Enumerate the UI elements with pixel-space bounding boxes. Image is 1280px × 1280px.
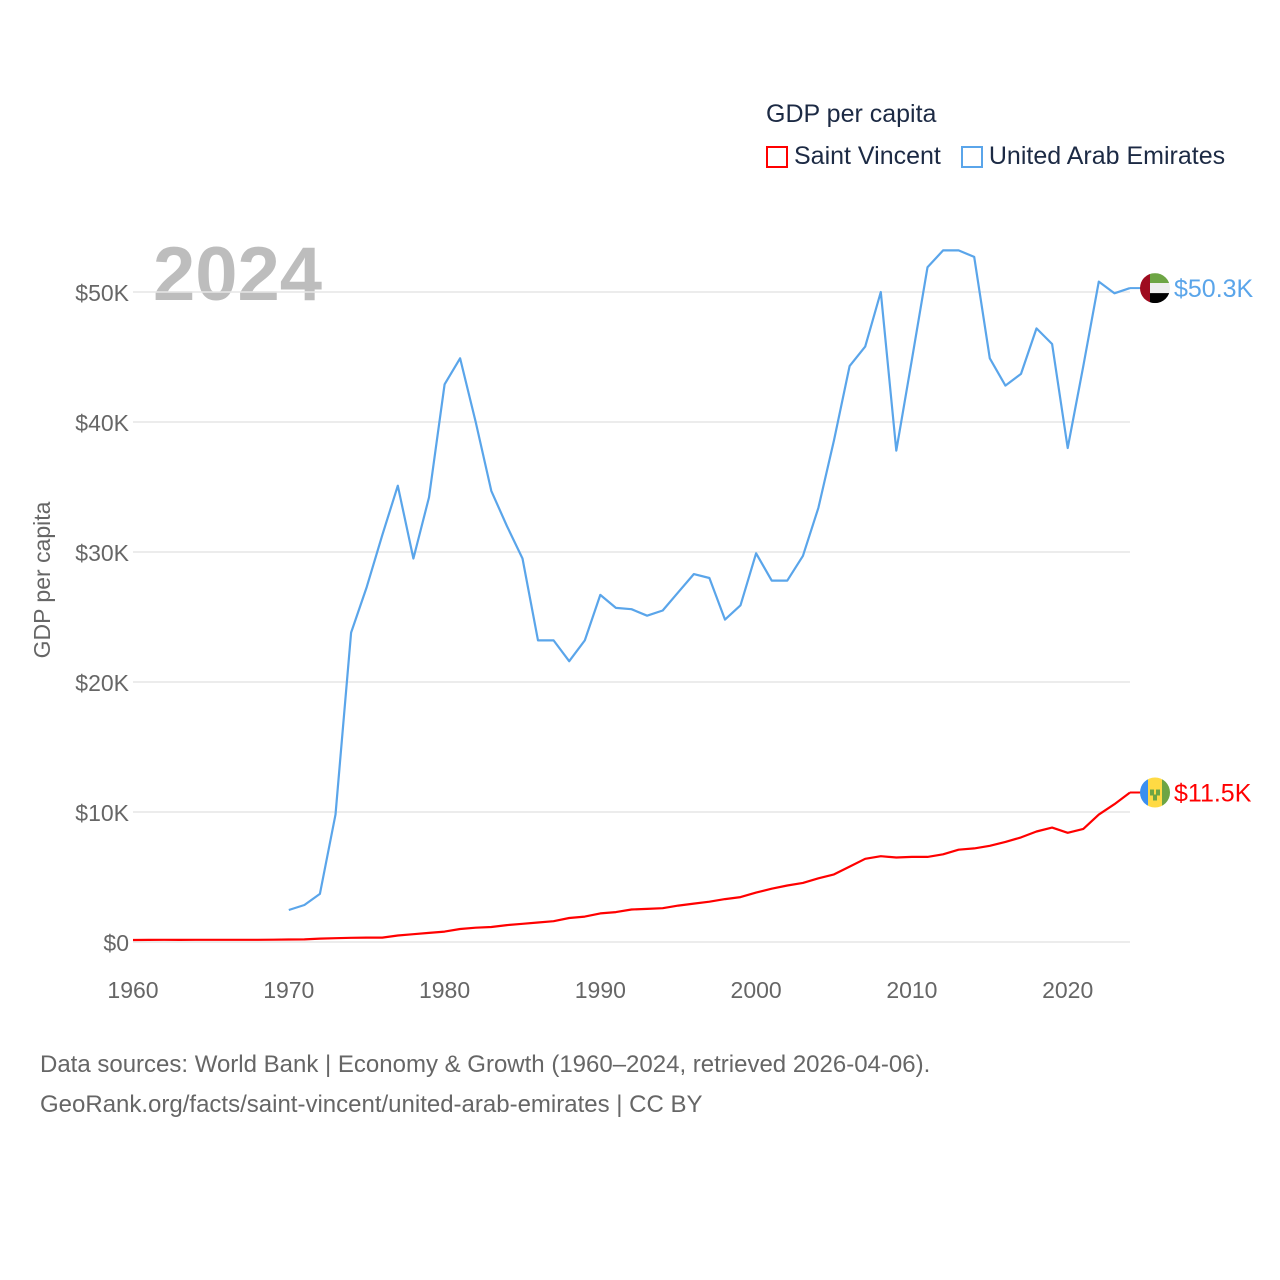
x-tick-label: 1980 bbox=[419, 977, 470, 1003]
legend-swatch-saint-vincent bbox=[766, 145, 788, 168]
legend-item-uae[interactable]: United Arab Emirates bbox=[960, 142, 1226, 171]
y-tick-label: $20K bbox=[75, 670, 129, 696]
x-tick-label: 2020 bbox=[1042, 977, 1093, 1003]
series-line-saint-vincent bbox=[132, 791, 1131, 942]
sources-line-2[interactable]: GeoRank.org/facts/saint-vincent/united-a… bbox=[40, 1091, 703, 1118]
legend-label: Saint Vincent bbox=[794, 142, 941, 170]
saint-vincent-flag-icon bbox=[1140, 777, 1170, 808]
y-tick-label: $30K bbox=[75, 540, 129, 566]
legend: Saint Vincent United Arab Emirates bbox=[766, 142, 1225, 171]
x-tick-label: 1970 bbox=[263, 977, 314, 1003]
y-axis-label: GDP per capita bbox=[29, 501, 55, 658]
y-tick-label: $40K bbox=[75, 410, 129, 436]
x-tick-label: 1990 bbox=[575, 977, 626, 1003]
y-tick-label: $0 bbox=[103, 930, 129, 956]
legend-label: United Arab Emirates bbox=[988, 142, 1226, 170]
y-tick-label: $50K bbox=[75, 280, 129, 306]
x-tick-label: 1960 bbox=[107, 977, 158, 1003]
legend-swatch-uae bbox=[960, 145, 983, 168]
legend-item-saint-vincent[interactable]: Saint Vincent bbox=[766, 142, 941, 171]
end-value-label: $11.5K bbox=[1174, 780, 1252, 808]
year-watermark: 2024 bbox=[153, 232, 322, 317]
y-tick-label: $10K bbox=[75, 800, 129, 826]
legend-title: GDP per capita bbox=[766, 100, 937, 128]
end-value-label: $50.3K bbox=[1174, 275, 1254, 303]
series-line-uae bbox=[288, 249, 1131, 912]
data-sources: Data sources: World Bank | Economy & Gro… bbox=[40, 1045, 930, 1125]
x-tick-label: 2010 bbox=[886, 977, 937, 1003]
x-tick-label: 2000 bbox=[731, 977, 782, 1003]
sources-line-1: Data sources: World Bank | Economy & Gro… bbox=[40, 1051, 931, 1078]
uae-flag-icon bbox=[1140, 273, 1170, 304]
